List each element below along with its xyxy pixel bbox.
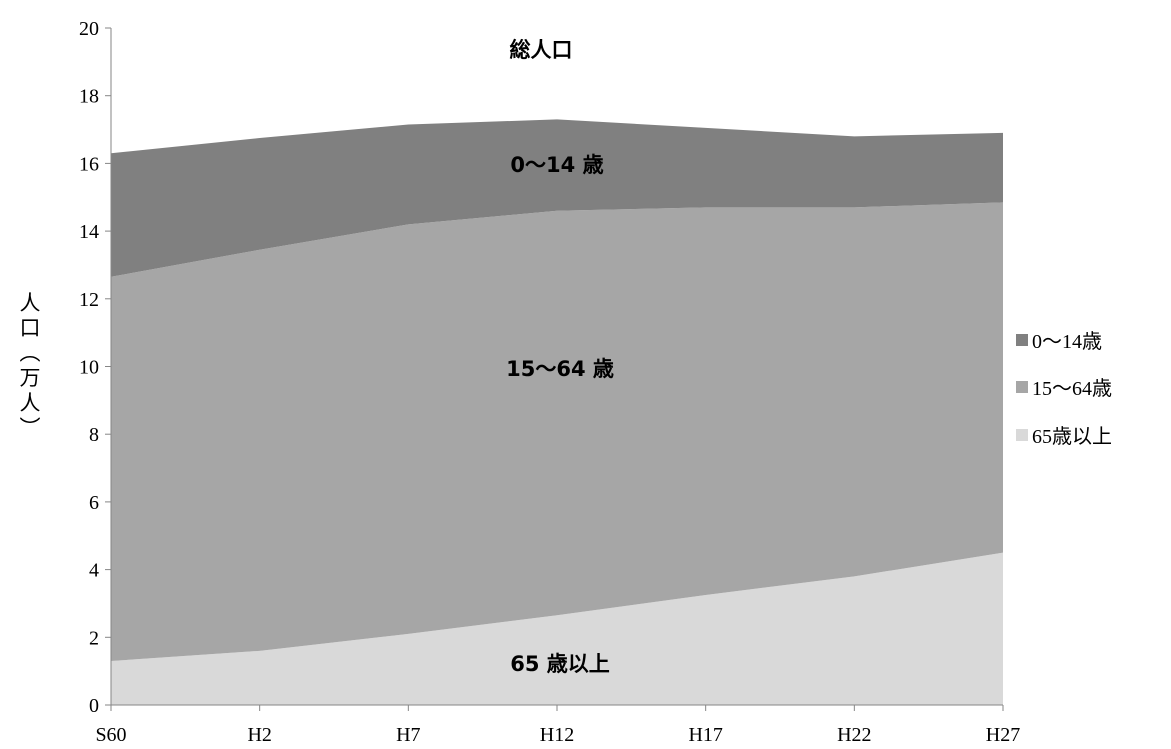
area-series-group — [111, 119, 1003, 705]
x-tick-label: H7 — [396, 724, 420, 746]
legend-label-0-14: 0〜14歳 — [1032, 330, 1102, 353]
y-tick-label: 6 — [89, 492, 99, 514]
y-tick-label: 18 — [79, 86, 99, 108]
annotation-total: 総人口 — [510, 38, 573, 62]
y-tick-label: 12 — [79, 289, 99, 311]
annotation-age-65-plus: 65 歳以上 — [510, 652, 610, 676]
legend-swatch-0-14 — [1016, 334, 1028, 346]
y-ticks-group: 0 2 4 6 8 10 12 14 16 18 20 — [79, 18, 111, 717]
y-tick-label: 0 — [89, 695, 99, 717]
y-tick-label: 4 — [89, 560, 99, 582]
legend-swatch-65-plus — [1016, 429, 1028, 441]
area-series-1 — [111, 202, 1003, 661]
x-ticks-group: S60 H2 H7 H12 H17 H22 H27 — [95, 705, 1020, 746]
y-tick-label: 20 — [79, 18, 99, 40]
y-tick-label: 14 — [79, 221, 99, 243]
area-series-0 — [111, 552, 1003, 705]
area-series-2 — [111, 119, 1003, 277]
legend-label-15-64: 15〜64歳 — [1032, 377, 1112, 400]
x-tick-label: H22 — [837, 724, 871, 746]
y-tick-label: 10 — [79, 357, 99, 379]
legend-swatch-15-64 — [1016, 381, 1028, 393]
x-tick-label: H12 — [540, 724, 574, 746]
annotation-age-0-14: 0〜14 歳 — [510, 153, 603, 177]
y-axis-label: 人口︵万人︶ — [20, 291, 41, 440]
x-tick-label: H2 — [247, 724, 271, 746]
y-tick-label: 2 — [89, 627, 99, 649]
x-tick-label: H17 — [688, 724, 722, 746]
x-tick-label: S60 — [95, 724, 126, 746]
y-tick-label: 16 — [79, 153, 99, 175]
legend: 0〜14歳 15〜64歳 65歳以上 — [1016, 330, 1112, 448]
legend-label-65-plus: 65歳以上 — [1032, 425, 1112, 448]
annotation-age-15-64: 15〜64 歳 — [506, 357, 614, 381]
y-tick-label: 8 — [89, 424, 99, 446]
x-tick-label: H27 — [986, 724, 1020, 746]
